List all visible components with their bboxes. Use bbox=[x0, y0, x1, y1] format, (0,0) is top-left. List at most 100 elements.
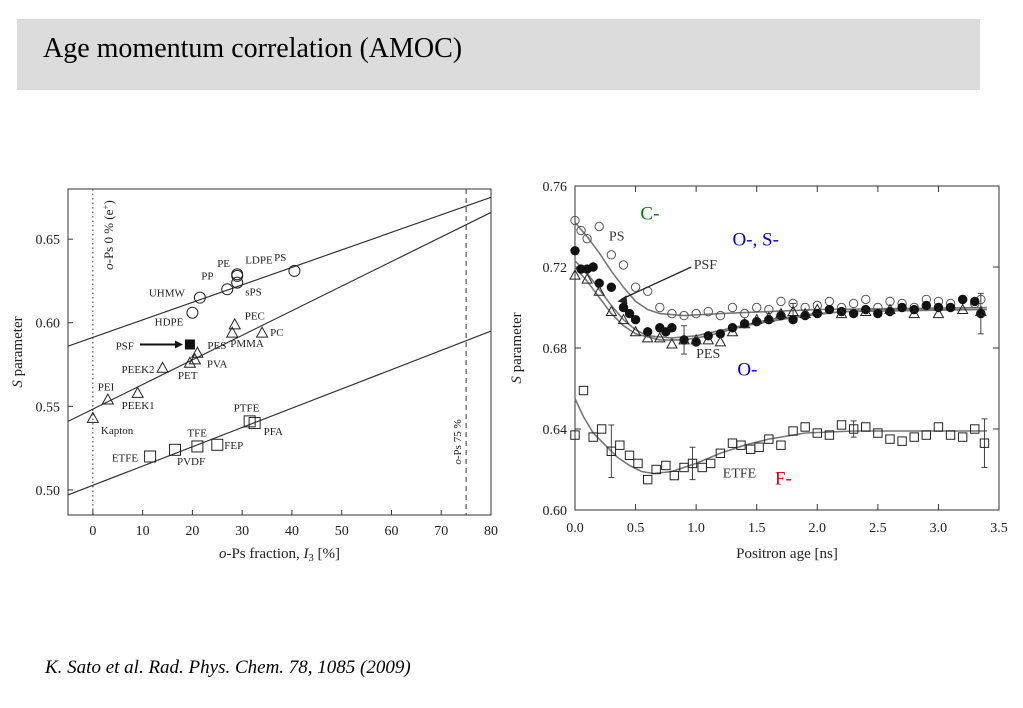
y-tick-label: 0.76 bbox=[543, 180, 568, 195]
data-point-etfe bbox=[861, 422, 871, 432]
x-tick-label: 50 bbox=[335, 524, 349, 539]
psf-arrowhead bbox=[617, 295, 628, 305]
data-point-pes bbox=[726, 325, 739, 337]
data-point-pes bbox=[666, 337, 678, 349]
series-label-etfe: ETFE bbox=[723, 467, 756, 482]
slide-title: Age momentum correlation (AMOC) bbox=[43, 33, 463, 64]
data-point-psf bbox=[624, 308, 635, 319]
x-axis-label: Positron age [ns] bbox=[736, 546, 838, 562]
data-point-label: PEEK1 bbox=[122, 400, 155, 412]
data-point-etfe bbox=[736, 440, 746, 450]
data-point-ps bbox=[885, 296, 895, 307]
data-point-etfe bbox=[697, 462, 707, 473]
data-point-psf bbox=[897, 302, 907, 313]
data-point bbox=[144, 450, 157, 463]
data-point-label: PS bbox=[274, 252, 286, 264]
data-point-psf bbox=[588, 262, 598, 272]
x-tick-label: 0.5 bbox=[627, 521, 645, 536]
data-point bbox=[225, 326, 239, 338]
fit-curve-etfe bbox=[574, 398, 987, 475]
data-point-label: ETFE bbox=[112, 452, 139, 464]
data-point-etfe bbox=[606, 446, 617, 456]
data-point-label: FEP bbox=[224, 440, 243, 452]
y-tick-label: 0.50 bbox=[36, 484, 61, 499]
data-point-psf bbox=[715, 329, 726, 339]
data-point-ps bbox=[788, 298, 798, 309]
data-point-ps bbox=[606, 250, 617, 260]
data-point-pes bbox=[617, 313, 630, 325]
x-tick-label: 2.0 bbox=[809, 521, 827, 536]
x-tick-label: 30 bbox=[235, 524, 249, 539]
data-point-label: HDPE bbox=[155, 317, 184, 329]
data-point bbox=[191, 440, 204, 453]
fit-line bbox=[67, 330, 492, 496]
series-label-ps: PS bbox=[609, 230, 625, 245]
series-label-psf: PSF bbox=[694, 258, 718, 273]
amoc-s-parameter-vs-age-chart: 0.0 0.5 1.0 1.5 2.0 2.5 3.0 3.5 0.60 0.64 0.68 0.72… bbox=[509, 180, 1008, 562]
data-point-pes bbox=[932, 307, 945, 319]
data-point-etfe bbox=[909, 432, 919, 442]
data-point-etfe bbox=[970, 424, 980, 434]
data-point-ps bbox=[824, 296, 835, 307]
data-point-label: TFE bbox=[187, 427, 207, 439]
data-point-psf bbox=[836, 306, 847, 317]
data-point-pes bbox=[835, 307, 848, 319]
element-label: F- bbox=[775, 469, 792, 490]
data-point-etfe bbox=[933, 422, 944, 432]
data-point-etfe bbox=[885, 434, 895, 444]
ops-0-label: o-Ps 0 % (e+) bbox=[101, 200, 116, 270]
data-point-label: PET bbox=[178, 370, 198, 382]
x-tick-label: 60 bbox=[384, 524, 398, 539]
data-point-pes bbox=[908, 307, 921, 319]
data-point-etfe bbox=[836, 420, 847, 430]
data-point-etfe bbox=[633, 458, 643, 469]
y-tick-label: 0.65 bbox=[36, 233, 61, 248]
data-point-etfe bbox=[651, 464, 661, 475]
data-point-etfe bbox=[578, 385, 589, 396]
data-point-ps bbox=[630, 282, 641, 292]
data-point-psf bbox=[824, 304, 835, 315]
data-point-pes bbox=[678, 333, 690, 345]
data-point-etfe bbox=[745, 444, 756, 454]
y-tick-label: 0.68 bbox=[543, 342, 568, 357]
data-point-pes bbox=[787, 305, 799, 317]
data-point-etfe bbox=[957, 432, 968, 442]
series-label-pes: PES bbox=[696, 347, 720, 362]
data-point-pes bbox=[750, 313, 763, 325]
data-point-pes bbox=[641, 331, 654, 343]
element-label: O- bbox=[737, 359, 757, 380]
data-point-psf bbox=[691, 337, 701, 347]
data-point-psf bbox=[945, 302, 956, 313]
data-point-etfe bbox=[615, 440, 625, 450]
data-point bbox=[183, 356, 197, 368]
data-point bbox=[255, 326, 269, 338]
data-point-pes bbox=[653, 331, 666, 343]
data-point-psf bbox=[752, 316, 762, 327]
data-point-ps bbox=[667, 308, 677, 319]
data-point-psf bbox=[788, 314, 798, 325]
data-point-psf bbox=[848, 308, 859, 319]
data-point-label: PEC bbox=[245, 310, 265, 322]
data-point-psf bbox=[630, 314, 641, 325]
data-point-psf bbox=[861, 304, 871, 315]
data-point-label: PP bbox=[201, 270, 213, 282]
data-point-psf bbox=[594, 278, 604, 288]
data-point-label: PE bbox=[217, 258, 230, 270]
y-axis-label: S parameter bbox=[509, 312, 525, 383]
data-point-etfe bbox=[669, 470, 680, 481]
y-tick-label: 0.64 bbox=[543, 423, 568, 438]
data-point-etfe bbox=[776, 440, 786, 450]
x-tick-label: 3.0 bbox=[930, 521, 948, 536]
x-tick-label: 80 bbox=[484, 524, 498, 539]
data-point-etfe bbox=[979, 438, 990, 448]
data-point-ps bbox=[691, 308, 701, 319]
data-point-ps bbox=[655, 302, 665, 313]
data-point-ps bbox=[570, 215, 580, 226]
y-tick-label: 0.60 bbox=[543, 504, 568, 519]
data-point-etfe bbox=[945, 430, 956, 440]
data-point-pes bbox=[799, 307, 812, 319]
data-point-ps bbox=[739, 308, 750, 319]
data-point-etfe bbox=[824, 430, 835, 440]
data-point-pes bbox=[714, 335, 727, 347]
data-point bbox=[231, 276, 244, 289]
